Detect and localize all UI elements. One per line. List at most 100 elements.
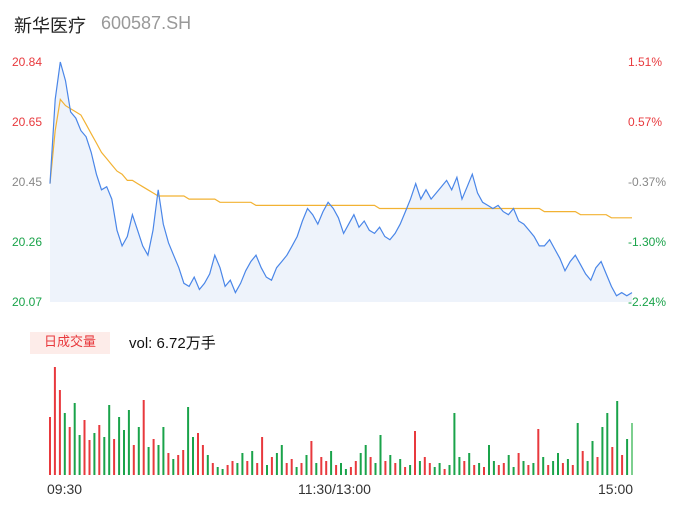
volume-bar bbox=[300, 463, 303, 475]
volume-bar bbox=[414, 431, 416, 475]
volume-bar bbox=[147, 447, 150, 475]
volume-bar bbox=[275, 453, 278, 475]
volume-bar bbox=[167, 453, 170, 475]
volume-bar bbox=[374, 463, 377, 475]
volume-bar bbox=[49, 417, 51, 475]
volume-bar bbox=[354, 461, 357, 475]
volume-bar bbox=[522, 461, 525, 475]
volume-bar bbox=[192, 437, 194, 475]
volume-bar bbox=[527, 465, 530, 475]
volume-bar bbox=[290, 459, 293, 475]
volume-bar bbox=[532, 463, 535, 475]
price-area bbox=[50, 62, 632, 302]
volume-bar bbox=[473, 465, 476, 475]
volume-bar bbox=[206, 455, 209, 475]
volume-bar bbox=[285, 463, 288, 475]
volume-bar bbox=[488, 445, 490, 475]
volume-bar bbox=[315, 463, 318, 475]
volume-bar bbox=[517, 453, 520, 475]
volume-bar bbox=[157, 445, 160, 475]
volume-bar bbox=[581, 451, 584, 475]
stock-code: 600587.SH bbox=[101, 13, 192, 33]
y-left-label: 20.07 bbox=[12, 295, 43, 309]
volume-bar bbox=[211, 463, 214, 475]
volume-bar bbox=[73, 403, 76, 475]
volume-bar bbox=[98, 425, 101, 475]
volume-bar bbox=[349, 467, 352, 475]
volume-bar bbox=[483, 467, 485, 475]
volume-bar bbox=[364, 445, 367, 475]
volume-bar bbox=[63, 413, 66, 475]
volume-bar bbox=[335, 465, 338, 475]
y-left-label: 20.26 bbox=[12, 235, 43, 249]
volume-bar bbox=[497, 465, 500, 475]
y-right-label: 0.57% bbox=[628, 115, 663, 129]
volume-bar bbox=[389, 455, 392, 475]
volume-bar bbox=[394, 463, 397, 475]
volume-bar bbox=[113, 439, 116, 475]
volume-bar bbox=[305, 455, 308, 475]
volume-bar bbox=[596, 457, 599, 475]
volume-bar bbox=[266, 465, 268, 475]
volume-bar bbox=[369, 457, 372, 475]
y-right-label: -0.37% bbox=[628, 175, 667, 189]
volume-bar bbox=[310, 441, 313, 475]
volume-bar bbox=[201, 445, 204, 475]
volume-bar bbox=[576, 423, 579, 475]
volume-readout: vol: 6.72万手 bbox=[129, 335, 216, 352]
volume-bar bbox=[330, 451, 333, 475]
volume-bar bbox=[53, 367, 56, 475]
price-line bbox=[49, 61, 633, 297]
volume-bar bbox=[68, 427, 71, 475]
volume-bar bbox=[182, 450, 185, 475]
volume-bar bbox=[418, 461, 421, 475]
volume-bar bbox=[236, 463, 239, 475]
x-tick-label: 09:30 bbox=[47, 481, 83, 497]
volume-bar bbox=[127, 410, 130, 475]
volume-bar bbox=[241, 453, 244, 475]
volume-bar bbox=[231, 461, 234, 475]
volume-bar bbox=[448, 465, 451, 475]
volume-bar bbox=[542, 457, 545, 475]
volume-bar bbox=[177, 455, 180, 475]
volume-bar bbox=[492, 461, 495, 475]
y-left-label: 20.84 bbox=[12, 55, 43, 69]
volume-bar bbox=[142, 400, 145, 475]
volume-bar bbox=[611, 447, 614, 475]
volume-bar bbox=[118, 417, 121, 475]
volume-bar bbox=[537, 429, 540, 475]
volume-bar bbox=[256, 463, 259, 475]
volume-bar bbox=[626, 439, 629, 475]
volume-bar bbox=[340, 463, 342, 475]
volume-bar bbox=[453, 413, 456, 475]
volume-bar bbox=[216, 467, 219, 475]
volume-bar bbox=[591, 441, 594, 475]
y-left-label: 20.65 bbox=[12, 115, 43, 129]
volume-bar bbox=[123, 430, 125, 475]
volume-tab[interactable]: 日成交量 bbox=[30, 332, 110, 354]
volume-bar bbox=[108, 405, 111, 475]
volume-bar bbox=[251, 451, 254, 475]
volume-bar bbox=[152, 439, 155, 475]
volume-bar bbox=[88, 440, 91, 475]
volume-bar bbox=[187, 407, 190, 475]
volume-bar bbox=[606, 413, 609, 475]
y-right-label: -2.24% bbox=[628, 295, 667, 309]
volume-bar bbox=[83, 420, 86, 475]
volume-bar bbox=[512, 467, 515, 475]
volume-bar bbox=[468, 453, 471, 475]
volume-bar bbox=[557, 453, 559, 475]
volume-bar bbox=[344, 469, 347, 475]
volume-bar bbox=[566, 459, 569, 475]
volume-bar bbox=[58, 390, 61, 475]
y-right-label: 1.51% bbox=[628, 55, 663, 69]
volume-bar bbox=[78, 435, 81, 475]
volume-bar bbox=[325, 461, 328, 475]
volume-bar bbox=[423, 457, 426, 475]
volume-bar bbox=[458, 457, 461, 475]
volume-bar bbox=[409, 465, 412, 475]
avg-price-line bbox=[49, 98, 632, 219]
volume-bar bbox=[261, 437, 264, 475]
volume-bar bbox=[320, 457, 323, 475]
